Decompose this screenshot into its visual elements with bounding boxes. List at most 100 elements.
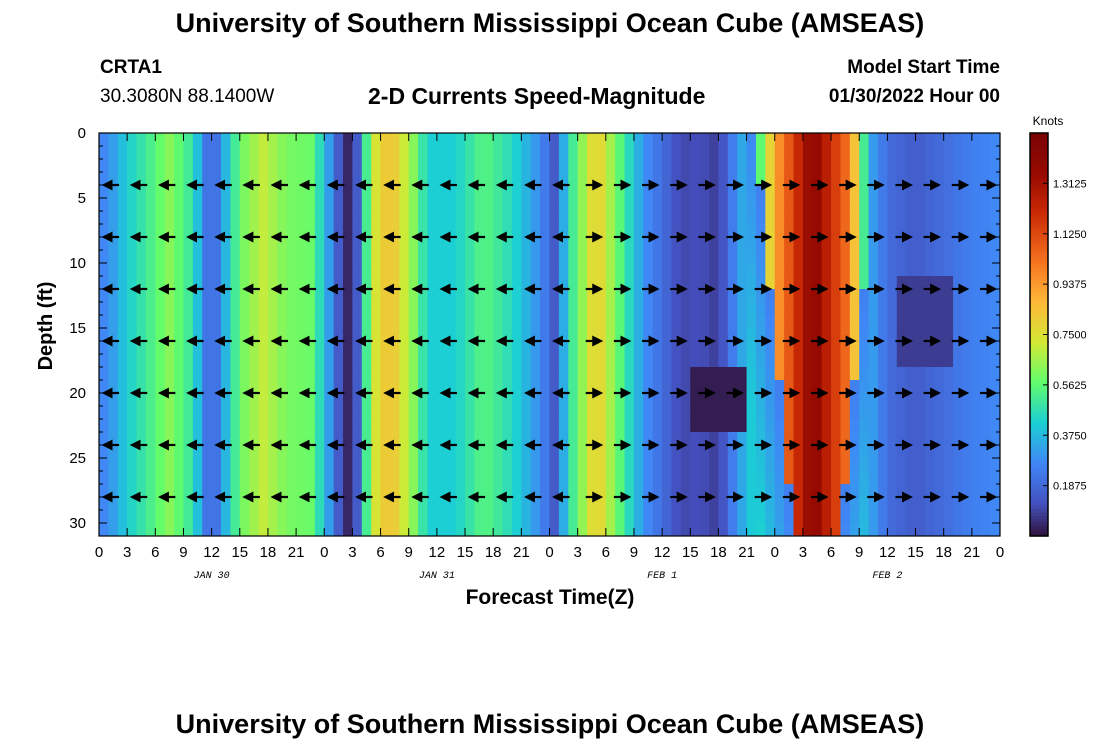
heatmap-cell: [793, 276, 804, 290]
heatmap-cell: [821, 445, 832, 459]
heatmap-cell: [671, 276, 682, 290]
heatmap-cell: [774, 354, 785, 368]
heatmap-cell: [887, 510, 898, 524]
heatmap-cell: [249, 328, 260, 342]
heatmap-cell: [155, 367, 166, 381]
heatmap-cell: [530, 328, 541, 342]
heatmap-cell: [511, 432, 522, 446]
heatmap-cell: [699, 172, 710, 186]
heatmap-cell: [962, 198, 973, 212]
heatmap-cell: [737, 276, 748, 290]
heatmap-cell: [615, 315, 626, 329]
heatmap-cell: [934, 315, 945, 329]
heatmap-cell: [662, 289, 673, 303]
heatmap-cell: [924, 159, 935, 173]
colorbar-segment: [1030, 210, 1048, 215]
heatmap-cell: [296, 211, 307, 225]
heatmap-cell: [990, 263, 1000, 277]
heatmap-cell: [784, 211, 795, 225]
heatmap-cell: [633, 354, 644, 368]
heatmap-cell: [680, 432, 691, 446]
heatmap-cell: [615, 276, 626, 290]
heatmap-cell: [361, 510, 372, 524]
heatmap-cell: [352, 393, 363, 407]
heatmap-cell: [981, 211, 992, 225]
heatmap-cell: [821, 302, 832, 316]
heatmap-cell: [371, 302, 382, 316]
heatmap-cell: [493, 354, 504, 368]
heatmap-cell: [474, 406, 485, 420]
heatmap-cell: [906, 367, 917, 381]
heatmap-cell: [511, 471, 522, 485]
heatmap-cell: [605, 159, 616, 173]
heatmap-cell: [202, 471, 213, 485]
heatmap-cell: [174, 406, 185, 420]
heatmap-cell: [465, 432, 476, 446]
heatmap-cell: [896, 380, 907, 394]
heatmap-cell: [549, 432, 560, 446]
model-start-label: Model Start Time: [847, 57, 1000, 78]
heatmap-cell: [840, 497, 851, 511]
heatmap-cell: [145, 419, 156, 433]
heatmap-cell: [549, 302, 560, 316]
heatmap-cell: [962, 458, 973, 472]
heatmap-cell: [784, 198, 795, 212]
heatmap-cell: [183, 211, 194, 225]
heatmap-cell: [793, 406, 804, 420]
colorbar-segment: [1030, 347, 1048, 352]
heatmap-cell: [389, 393, 400, 407]
heatmap-cell: [577, 432, 588, 446]
heatmap-cell: [267, 224, 278, 238]
heatmap-cell: [155, 523, 166, 536]
heatmap-cell: [221, 445, 231, 459]
heatmap-cell: [643, 289, 654, 303]
heatmap-cell: [849, 328, 860, 342]
heatmap-cell: [174, 458, 185, 472]
heatmap-cell: [502, 367, 513, 381]
heatmap-cell: [361, 341, 372, 355]
heatmap-cell: [615, 159, 626, 173]
heatmap-cell: [784, 159, 795, 173]
heatmap-cell: [953, 497, 964, 511]
heatmap-cell: [652, 237, 663, 251]
heatmap-cell: [249, 523, 260, 536]
heatmap-cell: [483, 224, 494, 238]
heatmap-cell: [896, 250, 907, 264]
heatmap-cell: [493, 432, 504, 446]
heatmap-cell: [511, 315, 522, 329]
heatmap-cell: [643, 302, 654, 316]
heatmap-cell: [990, 224, 1000, 238]
heatmap-cell: [915, 484, 926, 498]
heatmap-cell: [896, 458, 907, 472]
heatmap-cell: [859, 471, 870, 485]
heatmap-cell: [587, 497, 598, 511]
heatmap-cell: [802, 432, 813, 446]
heatmap-cell: [530, 289, 541, 303]
heatmap-cell: [230, 393, 241, 407]
heatmap-cell: [784, 367, 795, 381]
heatmap-cell: [343, 354, 354, 368]
heatmap-cell: [511, 419, 522, 433]
heatmap-cell: [596, 224, 607, 238]
heatmap-cell: [371, 341, 382, 355]
heatmap-cell: [934, 159, 945, 173]
heatmap-cell: [709, 328, 720, 342]
heatmap-cell: [183, 302, 194, 316]
heatmap-cell: [605, 250, 616, 264]
heatmap-cell: [549, 471, 560, 485]
heatmap-cell: [605, 224, 616, 238]
heatmap-cell: [249, 432, 260, 446]
heatmap-cell: [568, 172, 579, 186]
heatmap-cell: [465, 406, 476, 420]
heatmap-cell: [211, 315, 222, 329]
colorbar-segment: [1030, 243, 1048, 248]
heatmap-cell: [906, 159, 917, 173]
heatmap-cell: [127, 185, 138, 199]
heatmap-cell: [568, 289, 579, 303]
heatmap-cell: [108, 471, 119, 485]
heatmap-cell: [474, 133, 485, 147]
heatmap-cell: [267, 146, 278, 160]
heatmap-cell: [633, 419, 644, 433]
heatmap-cell: [221, 497, 231, 511]
heatmap-cell: [699, 406, 710, 420]
